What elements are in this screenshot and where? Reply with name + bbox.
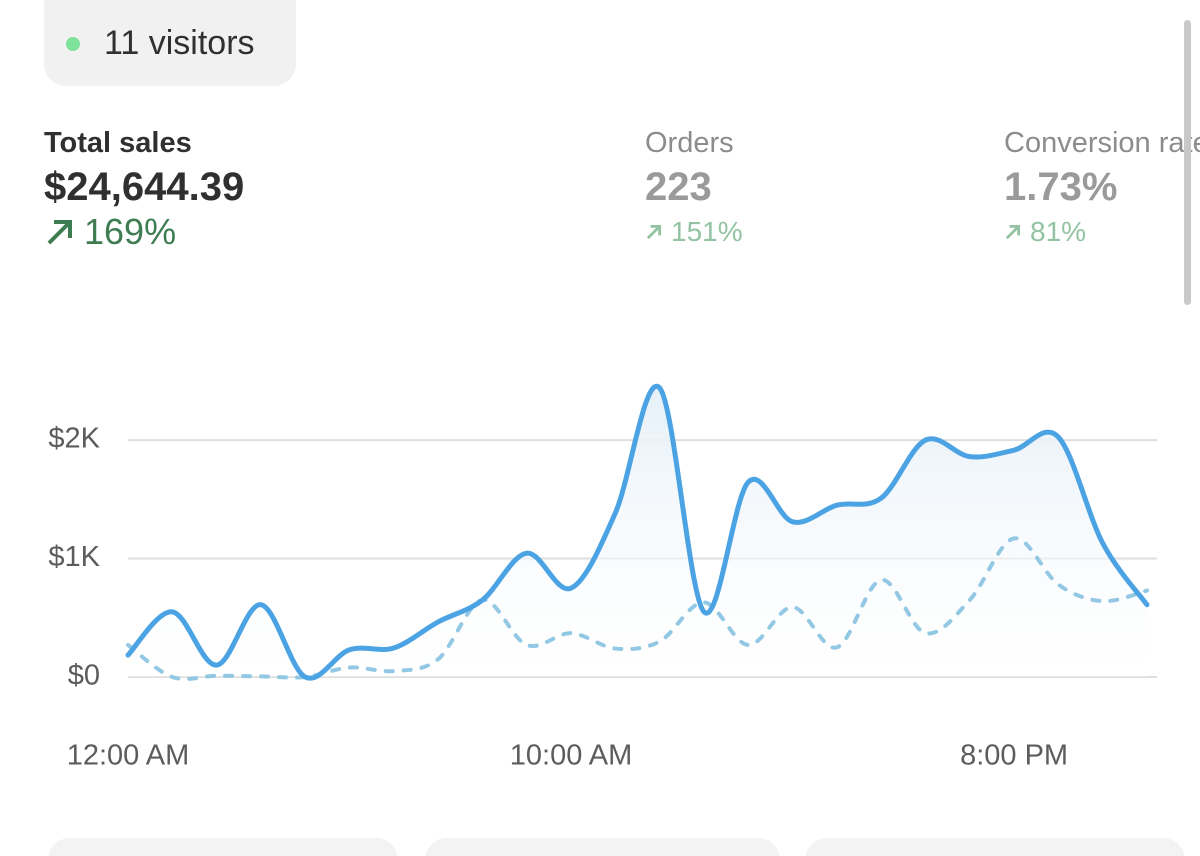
live-dot bbox=[66, 37, 80, 51]
y-tick-label: $1K bbox=[48, 541, 100, 573]
series-line bbox=[125, 383, 1150, 681]
metric-value: $24,644.39 bbox=[44, 165, 245, 209]
metric-change-value: 169% bbox=[84, 211, 177, 252]
visitors-pill[interactable] bbox=[44, 0, 296, 86]
metric-change-value: 151% bbox=[671, 216, 743, 247]
y-tick-label: $0 bbox=[68, 660, 100, 692]
card[interactable] bbox=[425, 838, 780, 856]
card[interactable] bbox=[805, 838, 1185, 856]
x-tick-label: 10:00 AM bbox=[510, 740, 633, 772]
metric[interactable]: Orders 223 151% bbox=[645, 124, 985, 252]
x-tick-label: 12:00 AM bbox=[67, 740, 190, 772]
metric-change-value: 81% bbox=[1030, 216, 1087, 247]
arrow-icon bbox=[1005, 224, 1021, 240]
arrow-icon bbox=[47, 220, 72, 245]
metric[interactable]: Total sales $24,644.39 169% bbox=[44, 124, 604, 252]
metric-value: 1.73% bbox=[1004, 165, 1118, 209]
area-fill bbox=[128, 386, 1147, 679]
card[interactable] bbox=[48, 838, 398, 856]
metric-label: Total sales bbox=[44, 127, 192, 159]
metric-change: 169% bbox=[44, 212, 604, 252]
metric-label: Orders bbox=[645, 127, 734, 159]
metric-label: Conversion rate bbox=[1004, 127, 1200, 159]
x-tick-label: 8:00 PM bbox=[960, 740, 1068, 772]
y-tick-label: $2K bbox=[48, 423, 100, 455]
visitors-count: 11 visitors bbox=[104, 24, 255, 62]
metric-change: 81% bbox=[1004, 212, 1200, 252]
metric-value: 223 bbox=[645, 165, 712, 209]
metric-change: 151% bbox=[645, 212, 985, 252]
metric[interactable]: Conversion rate 1.73% 81% bbox=[1004, 124, 1200, 252]
arrow-icon bbox=[646, 224, 662, 240]
scrollbar[interactable] bbox=[1184, 20, 1191, 305]
